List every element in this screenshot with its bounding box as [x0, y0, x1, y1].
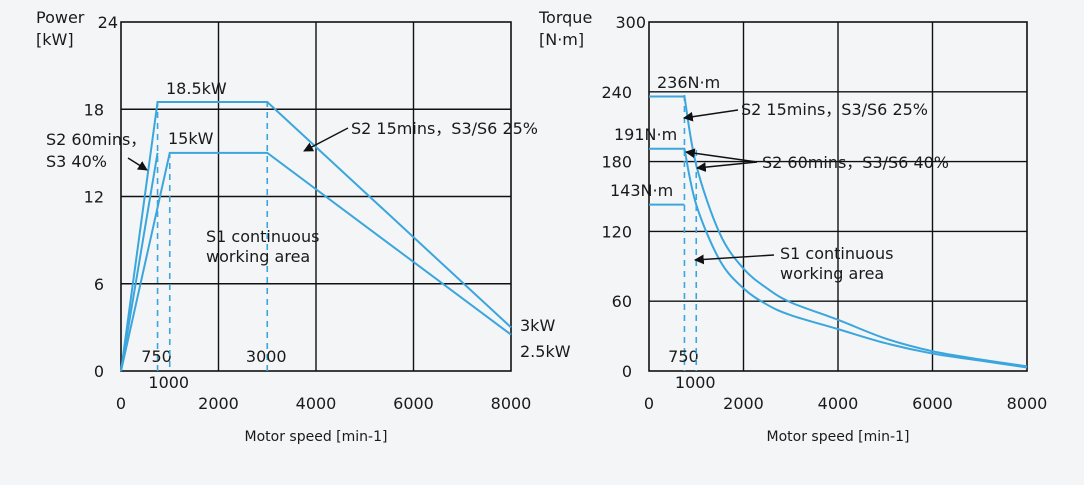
torque-ytick-label: 180: [601, 153, 632, 172]
power-label-15kw: 15kW: [168, 129, 214, 148]
power-xtick-label: 4000: [296, 394, 337, 413]
power-ytick-label: 6: [94, 275, 104, 294]
torque-xtick-label: 2000: [723, 394, 764, 413]
torque-arrow-s2-60-a: [696, 161, 758, 172]
torque-series-line-0: [649, 95, 1028, 368]
power-ylabel: Power: [36, 8, 85, 27]
power-label-2-5kw: 2.5kW: [520, 342, 571, 361]
torque-grid: [648, 21, 1028, 372]
power-arrow-s2-15: [303, 127, 349, 152]
torque-label-s1-line2: working area: [780, 264, 884, 283]
torque-label-s2-15: S2 15mins，S3/S6 25%: [741, 100, 928, 119]
torque-xtick-label: 6000: [912, 394, 953, 413]
power-ytick-label: 24: [98, 13, 118, 32]
torque-ytick-label: 60: [612, 292, 632, 311]
power-series-line-0: [120, 100, 512, 372]
power-xtick-label: 0: [116, 394, 126, 413]
power-series-line-2: [120, 152, 159, 372]
power-grid: [120, 21, 512, 372]
torque-label-143: 143N·m: [610, 181, 673, 200]
power-ylabel-unit: [kW]: [36, 30, 74, 49]
torque-label-191: 191N·m: [614, 125, 677, 144]
torque-ytick-label: 0: [622, 362, 632, 381]
power-marker-label: 1000: [148, 373, 189, 392]
torque-series-line-1: [649, 147, 1028, 369]
torque-arrow-s2-60-b: [685, 148, 758, 163]
torque-xlabel: Motor speed [min-1]: [767, 429, 910, 445]
torque-label-s1-line1: S1 continuous: [780, 244, 893, 263]
torque-arrow-s2-15: [683, 109, 739, 122]
torque-ytick-label: 300: [615, 13, 646, 32]
power-xlabel: Motor speed [min-1]: [245, 429, 388, 445]
power-marker-label: 3000: [246, 347, 287, 366]
torque-tick-labels: 0 2000 4000 6000 8000 0 60 120 180 240 300: [601, 13, 1047, 413]
power-ytick-label: 12: [84, 188, 104, 207]
torque-xtick-label: 0: [644, 394, 654, 413]
power-ytick-label: 0: [94, 362, 104, 381]
torque-marker-label: 750: [668, 347, 699, 366]
power-label-s2-15: S2 15mins，S3/S6 25%: [351, 119, 538, 138]
power-xtick-label: 2000: [198, 394, 239, 413]
torque-label-s2-60: S2 60mins，S3/S6 40%: [762, 153, 949, 172]
torque-marker-label: 1000: [675, 373, 716, 392]
power-ytick-label: 18: [84, 100, 104, 119]
power-chart: 750 1000 3000 0 2000 4000 6000 8000 0 6 12 18 24 Po…: [36, 8, 571, 445]
torque-chart: 750 1000 0 2000 4000 6000 8000 0 60 120 180 240 300…: [538, 8, 1047, 445]
torque-xtick-label: 8000: [1007, 394, 1048, 413]
torque-ytick-label: 240: [601, 83, 632, 102]
power-marker-label: 750: [141, 347, 172, 366]
torque-arrow-s1: [694, 254, 775, 265]
power-series-line-1: [120, 151, 512, 372]
power-label-s2-60: S2 60mins，: [46, 130, 146, 149]
power-speed-markers: 750 1000 3000: [141, 101, 287, 392]
torque-ylabel-unit: [N·m]: [539, 30, 584, 49]
power-label-3kw: 3kW: [520, 316, 555, 335]
power-series: [120, 100, 512, 372]
power-xtick-label: 8000: [491, 394, 532, 413]
power-label-s3-40: S3 40%: [46, 152, 107, 171]
power-arrow-s2-60: [127, 157, 148, 171]
power-label-s1-line2: working area: [206, 247, 310, 266]
power-label-18-5kw: 18.5kW: [166, 79, 227, 98]
torque-label-236: 236N·m: [657, 73, 720, 92]
power-tick-labels: 0 2000 4000 6000 8000 0 6 12 18 24: [84, 13, 532, 413]
torque-ytick-label: 120: [601, 222, 632, 241]
torque-xtick-label: 4000: [818, 394, 859, 413]
torque-series: [649, 95, 1028, 369]
power-xtick-label: 6000: [393, 394, 434, 413]
torque-ylabel: Torque: [538, 8, 592, 27]
power-label-s1-line1: S1 continuous: [206, 227, 319, 246]
